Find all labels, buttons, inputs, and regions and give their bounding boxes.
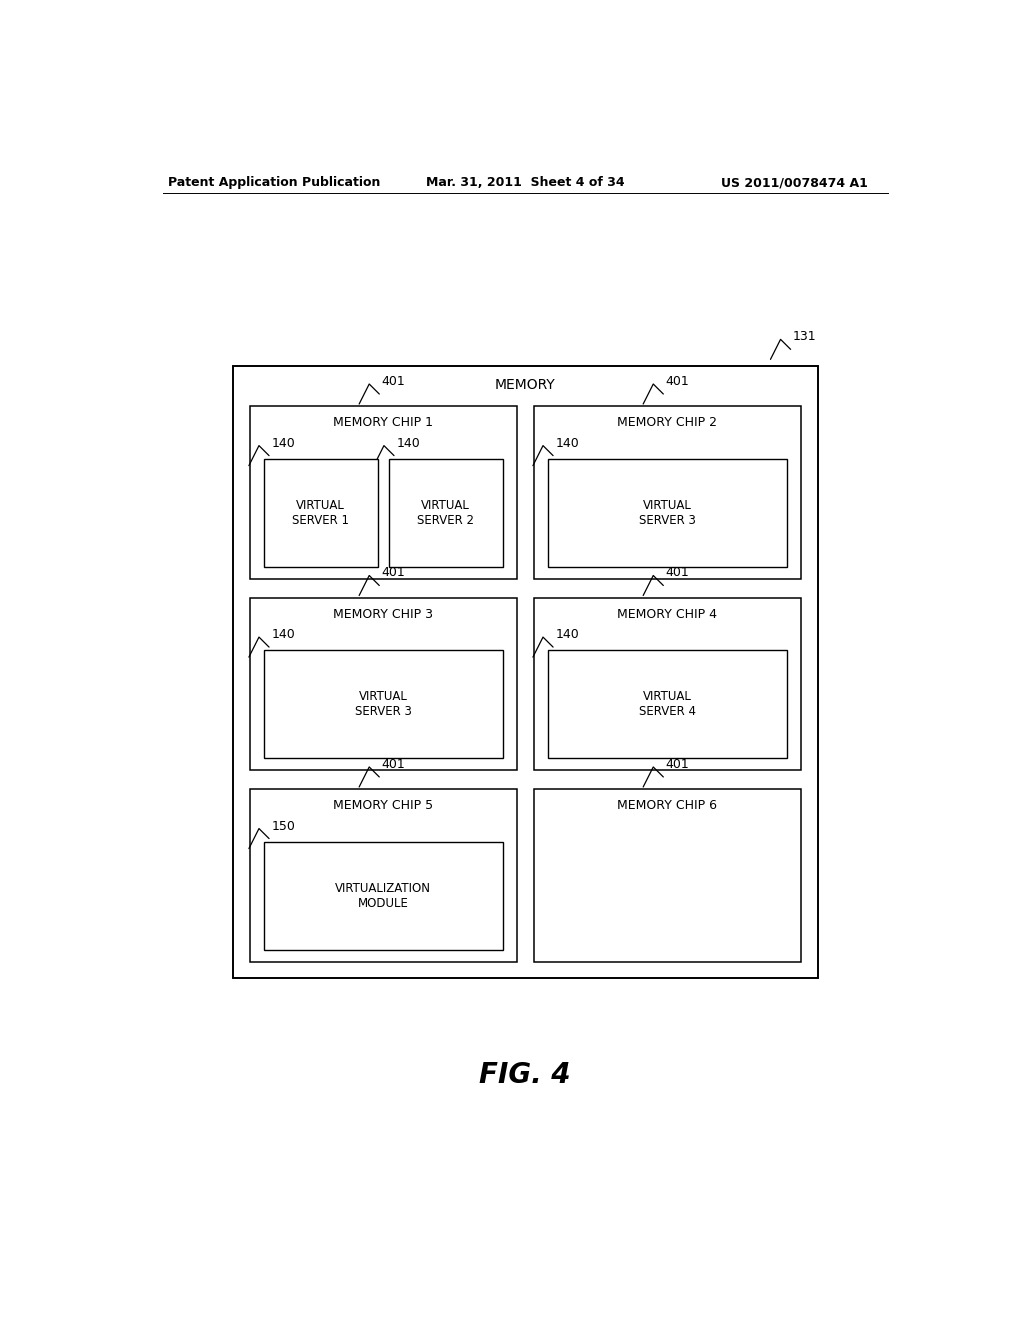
Bar [263,842,503,950]
Text: MEMORY CHIP 1: MEMORY CHIP 1 [333,416,433,429]
Text: 140: 140 [271,437,295,450]
Bar [548,459,786,568]
Text: 140: 140 [396,437,420,450]
Text: MEMORY CHIP 5: MEMORY CHIP 5 [333,800,433,812]
Bar [263,459,378,568]
Text: 401: 401 [666,758,689,771]
Text: Mar. 31, 2011  Sheet 4 of 34: Mar. 31, 2011 Sheet 4 of 34 [426,176,625,189]
Bar [232,367,818,978]
Bar [548,651,786,759]
Text: FIG. 4: FIG. 4 [479,1061,570,1089]
Text: 140: 140 [271,628,295,642]
Text: VIRTUALIZATION
MODULE: VIRTUALIZATION MODULE [335,882,431,909]
Bar [388,459,503,568]
Text: 401: 401 [666,566,689,579]
Text: VIRTUAL
SERVER 4: VIRTUAL SERVER 4 [639,690,695,718]
Bar [534,598,801,770]
Text: 401: 401 [666,375,689,388]
Text: VIRTUAL
SERVER 1: VIRTUAL SERVER 1 [292,499,349,527]
Text: MEMORY CHIP 6: MEMORY CHIP 6 [617,800,717,812]
Text: MEMORY CHIP 2: MEMORY CHIP 2 [617,416,717,429]
Text: 131: 131 [793,330,816,343]
Text: 140: 140 [555,628,580,642]
Text: 401: 401 [382,566,406,579]
Text: VIRTUAL
SERVER 3: VIRTUAL SERVER 3 [639,499,695,527]
Text: 401: 401 [382,375,406,388]
Bar [250,598,517,770]
Text: US 2011/0078474 A1: US 2011/0078474 A1 [721,176,867,189]
Text: MEMORY CHIP 4: MEMORY CHIP 4 [617,607,717,620]
Bar [534,407,801,578]
Bar [250,407,517,578]
Text: Patent Application Publication: Patent Application Publication [168,176,381,189]
Text: MEMORY CHIP 3: MEMORY CHIP 3 [333,607,433,620]
Text: 401: 401 [382,758,406,771]
Bar [534,789,801,961]
Text: 140: 140 [555,437,580,450]
Bar [263,651,503,759]
Text: MEMORY: MEMORY [495,378,556,392]
Text: VIRTUAL
SERVER 3: VIRTUAL SERVER 3 [354,690,412,718]
Bar [250,789,517,961]
Text: VIRTUAL
SERVER 2: VIRTUAL SERVER 2 [417,499,474,527]
Text: 150: 150 [271,820,295,833]
